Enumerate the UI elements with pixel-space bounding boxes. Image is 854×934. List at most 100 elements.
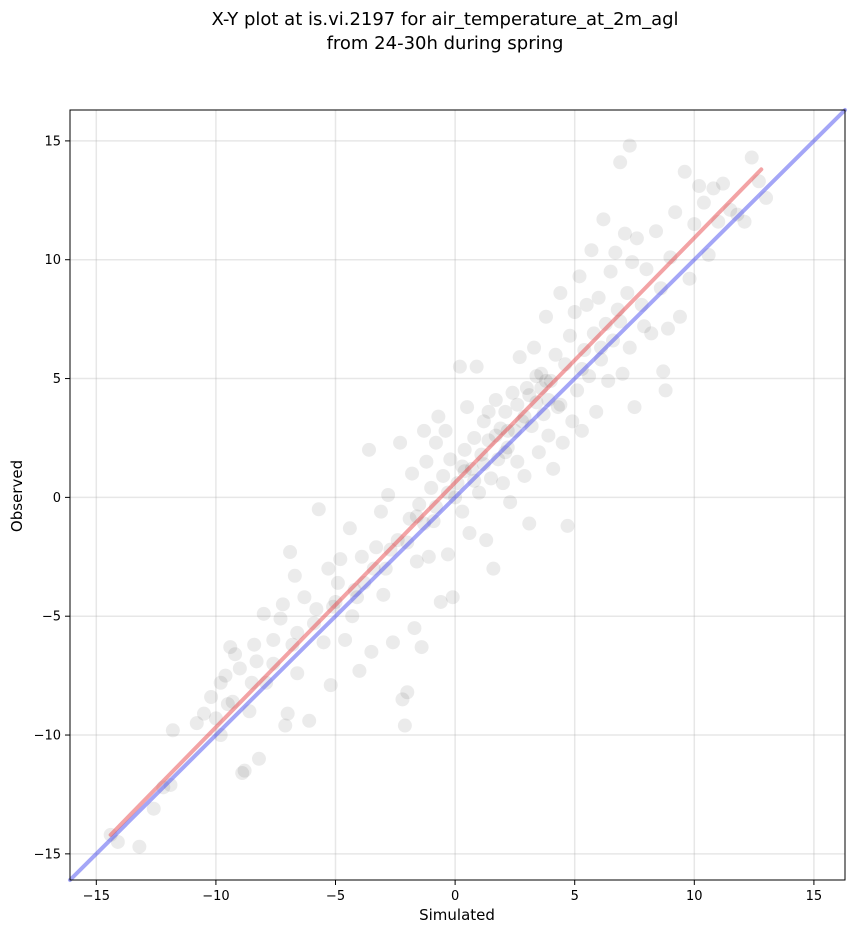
scatter-point — [220, 697, 235, 712]
scatter-point — [627, 400, 642, 415]
scatter-point — [601, 373, 616, 388]
scatter-point — [412, 497, 427, 512]
scatter-point — [333, 552, 348, 567]
identity-line — [68, 108, 847, 882]
scatter-point — [290, 666, 305, 681]
scatter-point — [692, 179, 707, 194]
scatter-point — [660, 321, 675, 336]
scatter-point — [555, 435, 570, 450]
scatter-point — [445, 590, 460, 605]
scatter-point — [397, 718, 412, 733]
scatter-point — [428, 435, 443, 450]
scatter-point — [639, 262, 654, 277]
scatter-point — [395, 692, 410, 707]
scatter-point — [237, 763, 252, 778]
scatter-point — [677, 164, 692, 179]
scatter-point — [218, 668, 233, 683]
scatter-point — [582, 369, 597, 384]
scatter-point — [656, 364, 671, 379]
scatter-point — [469, 359, 484, 374]
scatter-point — [354, 549, 369, 564]
scatter-point — [323, 678, 338, 693]
scatter-point — [668, 205, 683, 220]
scatter-point — [737, 214, 752, 229]
scatter-point — [189, 716, 204, 731]
x-tick-label: 0 — [451, 889, 459, 904]
scatter-point — [309, 602, 324, 617]
scatter-point — [472, 485, 487, 500]
scatter-point — [543, 373, 558, 388]
scatter-point — [400, 685, 415, 700]
scatter-point — [744, 150, 759, 165]
scatter-point — [522, 516, 537, 531]
scatter-point — [373, 504, 388, 519]
x-tick-label: −15 — [83, 889, 110, 904]
scatter-point — [424, 480, 439, 495]
scatter-point — [452, 359, 467, 374]
scatter-point — [541, 428, 556, 443]
scatter-point — [342, 521, 357, 536]
scatter-point — [479, 533, 494, 548]
x-tick-label: 5 — [571, 889, 579, 904]
scatter-point — [696, 195, 711, 210]
scatter-point — [462, 526, 477, 541]
scatter-point — [510, 454, 525, 469]
scatter-point — [196, 706, 211, 721]
scatter-point — [522, 388, 537, 403]
scatter-point — [548, 347, 563, 362]
scatter-point — [436, 468, 451, 483]
scatter-point — [531, 445, 546, 460]
scatter-point — [369, 540, 384, 555]
scatter-point — [529, 369, 544, 384]
scatter-point — [266, 632, 281, 647]
scatter-point — [460, 400, 475, 415]
scatter-point — [519, 381, 534, 396]
scatter-point — [534, 366, 549, 381]
scatter-point — [450, 476, 465, 491]
scatter-point — [596, 212, 611, 227]
scatter-point — [393, 435, 408, 450]
scatter-point — [539, 309, 554, 324]
scatter-point — [249, 654, 264, 669]
scatter-point — [433, 594, 448, 609]
scatter-point — [486, 561, 501, 576]
scatter-point — [467, 430, 482, 445]
scatter-point — [565, 414, 580, 429]
scatter-point — [280, 706, 295, 721]
plot-area-frame — [69, 109, 846, 881]
x-tick-label: 10 — [686, 889, 703, 904]
y-axis-label: Observed — [8, 460, 26, 532]
scatter-point — [620, 285, 635, 300]
reference-lines — [68, 108, 847, 882]
scatter-point — [510, 397, 525, 412]
chart-title-line-1: X-Y plot at is.vi.2197 for air_temperatu… — [211, 9, 678, 30]
scatter-point — [572, 269, 587, 284]
scatter-point — [550, 400, 565, 415]
scatter-point — [297, 590, 312, 605]
scatter-point — [251, 751, 266, 766]
scatter-point — [407, 621, 422, 636]
scatter-point — [505, 385, 520, 400]
scatter-point — [629, 231, 644, 246]
y-axis-ticks: −15 −10 −5 0 5 10 15 — [34, 134, 70, 862]
scatter-point — [517, 468, 532, 483]
scatter-point — [488, 392, 503, 407]
scatter-point — [579, 297, 594, 312]
y-tick-label: 10 — [44, 253, 61, 268]
scatter-point — [584, 243, 599, 258]
scatter-point — [457, 442, 472, 457]
scatter-point — [567, 305, 582, 320]
scatter-point — [405, 466, 420, 481]
scatter-point — [498, 404, 513, 419]
y-tick-label: −15 — [34, 847, 61, 862]
scatter-point — [278, 718, 293, 733]
scatter-points — [103, 138, 774, 854]
scatter-point — [285, 637, 300, 652]
scatter-point — [503, 495, 518, 510]
scatter-point — [311, 502, 326, 517]
y-tick-label: 0 — [53, 491, 61, 506]
scatter-point — [419, 454, 434, 469]
x-tick-label: −10 — [202, 889, 229, 904]
scatter-point — [716, 176, 731, 191]
scatter-point — [402, 511, 417, 526]
